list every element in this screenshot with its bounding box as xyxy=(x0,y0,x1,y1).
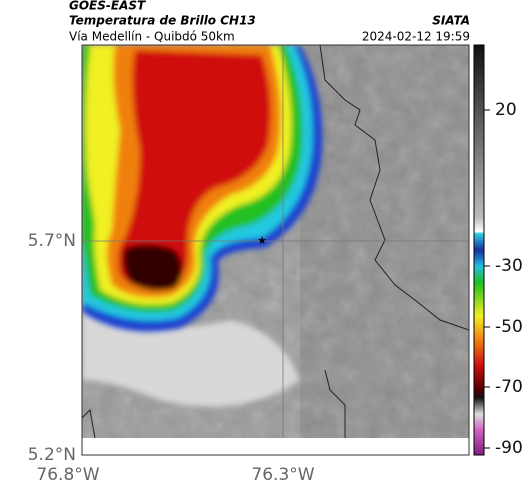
colorbar-tick-label: -50 xyxy=(495,317,523,337)
colorbar xyxy=(473,44,485,456)
colorbar-tick-label: -90 xyxy=(495,438,523,458)
subtitle: Temperatura de Brillo CH13 xyxy=(69,14,256,28)
colorbar-tick-label: 20 xyxy=(495,100,517,120)
colorbar-ticks: 20 -30 -50 -70 -90 xyxy=(484,100,523,458)
timestamp: 2024-02-12 19:59 xyxy=(362,30,470,44)
colorbar-tick-label: -30 xyxy=(495,256,523,276)
colorbar-tick-label: -70 xyxy=(495,377,523,397)
latitude-label: 5.2°N xyxy=(28,445,76,465)
boundaries xyxy=(82,45,469,438)
route: Vía Medellín - Quibdó 50km xyxy=(69,30,235,44)
latitude-label: 5.7°N xyxy=(28,231,76,251)
satellite-image: ★ xyxy=(82,45,469,438)
longitude-label: 76.3°W xyxy=(251,465,314,485)
map-frame xyxy=(81,44,470,456)
longitude-label: 76.8°W xyxy=(36,465,99,485)
marker: ★ xyxy=(257,234,267,247)
source: SIATA xyxy=(432,14,470,28)
title: GOES-EAST xyxy=(69,0,146,13)
